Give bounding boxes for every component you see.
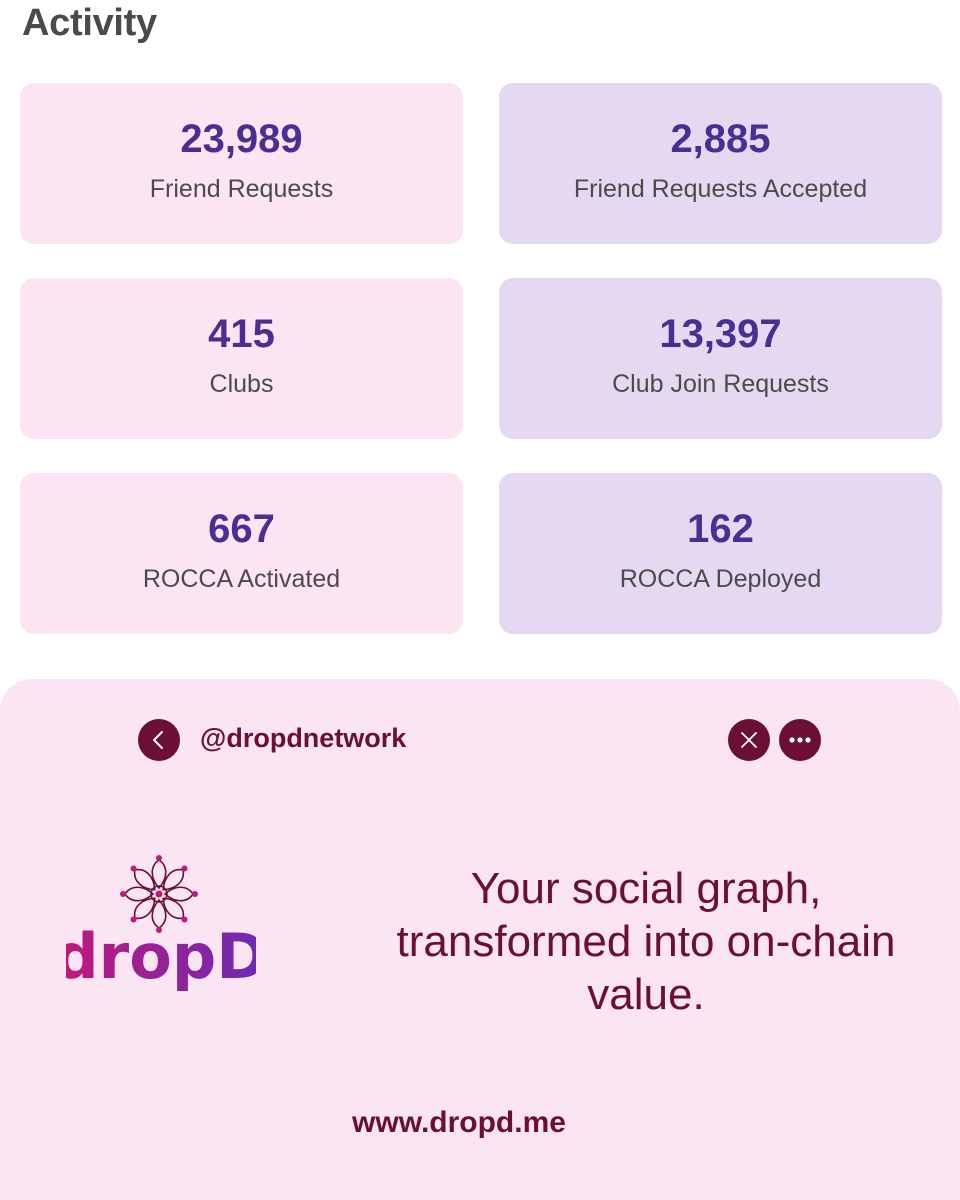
stat-value: 667	[208, 507, 275, 551]
stat-card-friend-requests: 23,989 Friend Requests	[20, 83, 463, 244]
stat-card-clubs: 415 Clubs	[20, 278, 463, 439]
back-button[interactable]	[138, 719, 180, 761]
close-button[interactable]	[728, 719, 770, 761]
stat-value: 162	[687, 507, 754, 551]
stat-card-club-join-requests: 13,397 Club Join Requests	[499, 278, 942, 439]
brand-wordmark: dropD	[66, 920, 256, 993]
stat-label: Friend Requests	[149, 175, 334, 203]
lotus-logo-icon	[120, 855, 198, 933]
stat-card-friend-requests-accepted: 2,885 Friend Requests Accepted	[499, 83, 942, 244]
close-icon	[741, 732, 757, 748]
page-title: Activity	[22, 2, 157, 44]
stat-value: 23,989	[180, 117, 303, 161]
stat-value: 13,397	[659, 312, 782, 356]
stat-label: Clubs	[209, 370, 274, 398]
stat-card-rocca-deployed: 162 ROCCA Deployed	[499, 473, 942, 634]
more-options-button[interactable]	[779, 719, 821, 761]
stat-value: 2,885	[670, 117, 771, 161]
stat-value: 415	[208, 312, 275, 356]
promo-panel	[0, 679, 960, 1200]
more-horizontal-icon	[789, 737, 811, 743]
chevron-left-icon	[153, 731, 163, 749]
brand-name: dropD	[66, 920, 256, 993]
tagline: Your social graph, transformed into on-c…	[396, 864, 896, 1019]
stat-label: Club Join Requests	[612, 370, 829, 398]
stat-card-rocca-activated: 667 ROCCA Activated	[20, 473, 463, 634]
stat-label: ROCCA Deployed	[619, 565, 822, 593]
stat-label: ROCCA Activated	[142, 565, 341, 593]
account-handle[interactable]: @dropdnetwork	[200, 723, 407, 753]
stat-label: Friend Requests Accepted	[573, 175, 868, 203]
website-link[interactable]: www.dropd.me	[352, 1106, 566, 1139]
